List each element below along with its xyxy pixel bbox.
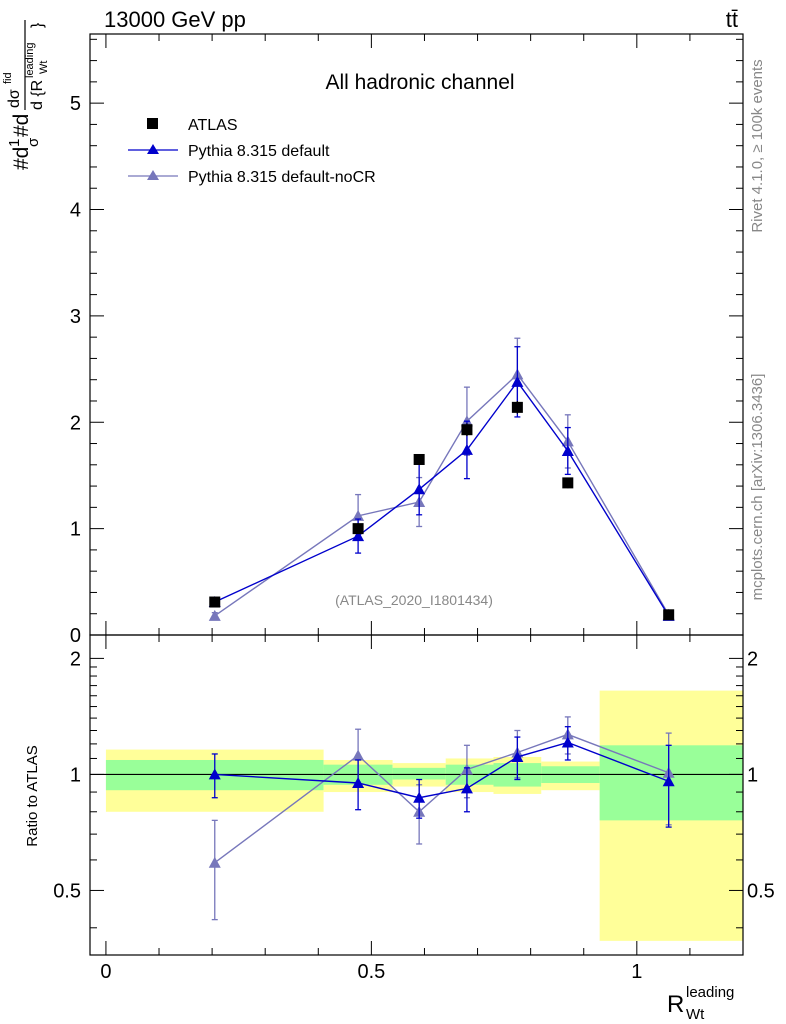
ratio-ytick-label-right-0: 0.5 [747, 880, 775, 902]
atlas-point-5 [562, 477, 574, 489]
ratio-series-0-point-6 [662, 775, 675, 787]
ratio-xtick-label-2: 1 [631, 961, 642, 983]
main-series-1-point-5 [561, 444, 574, 456]
ylabel-den: d {R [29, 80, 46, 110]
main-ytick-label-2: 2 [70, 412, 81, 434]
main-series-1-point-4 [511, 375, 524, 387]
main-series-1-point-3 [460, 443, 473, 455]
ratio-frame: 0.5 0.5 1 1 2 2 0 0.5 1 [53, 634, 775, 983]
atlas-point-1 [352, 523, 364, 535]
xlabel-main: R [667, 991, 684, 1018]
main-series-line-2 [214, 373, 670, 617]
legend-default-label: Pythia 8.315 default [188, 143, 330, 160]
chart-title: All hadronic channel [325, 71, 514, 94]
ratio-series-0-point-2 [413, 791, 426, 803]
process-label: tt̄ [726, 7, 738, 32]
ylabel-den-sup: leading [24, 43, 36, 78]
atlas-point-2 [413, 453, 425, 465]
legend-atlas-label: ATLAS [188, 117, 238, 134]
ratio-series-0-point-5 [561, 736, 574, 748]
ratio-series-0-point-1 [352, 777, 365, 789]
main-frame: 0 1 2 3 4 5 [70, 33, 744, 647]
main-series-1-point-1 [352, 530, 365, 542]
atlas-point-3 [461, 424, 473, 436]
xlabel-sup: leading [686, 984, 734, 1001]
atlas-point-0 [209, 596, 221, 608]
ylabel-mid: #d [10, 114, 33, 137]
ylabel-one: 1 [6, 139, 23, 147]
main-ytick-label-1: 1 [70, 519, 81, 541]
ylabel-prefix: #d [10, 147, 33, 170]
rivet-label: Rivet 4.1.0, ≥ 100k events [749, 59, 766, 232]
energy-label: 13000 GeV pp [104, 7, 246, 32]
ratio-plot-frame [89, 634, 744, 956]
main-ytick-label-5: 5 [70, 93, 81, 115]
ratio-ytick-label-2: 2 [70, 648, 81, 670]
ratio-ytick-label-right-1: 1 [747, 764, 758, 786]
analysis-watermark: (ATLAS_2020_I1801434) [335, 592, 493, 608]
ylabel-den-sub: Wt [38, 61, 50, 74]
ratio-series-0-point-3 [460, 782, 473, 794]
main-ytick-label-4: 4 [70, 200, 81, 222]
ratio-series [208, 716, 675, 921]
ratio-bands [105, 690, 743, 941]
ratio-ytick-label-right-2: 2 [747, 648, 758, 670]
xlabel-sub: Wt [686, 1006, 705, 1023]
ratio-series-1-point-0 [208, 856, 221, 868]
atlas-point-4 [511, 401, 523, 413]
main-series-2-point-1 [352, 509, 365, 521]
legend-default-marker [147, 144, 159, 154]
main-series-1-point-2 [413, 483, 426, 495]
legend-nocr-marker [147, 170, 159, 180]
main-ylabel: #d 1 σ #d dσ fid d {R leading Wt } [2, 20, 50, 170]
band-inner-2 [392, 767, 446, 780]
ratio-xtick-label-1: 0.5 [357, 961, 385, 983]
ratio-series-0-point-0 [208, 768, 221, 780]
ratio-ylabel: Ratio to ATLAS [24, 745, 41, 846]
xlabel: R leading Wt [667, 984, 734, 1023]
ylabel-num: dσ [6, 89, 23, 108]
ylabel-num-sup: fid [2, 72, 14, 84]
ratio-xtick-label-0: 0 [100, 961, 111, 983]
legend-atlas-marker [147, 118, 158, 129]
atlas-point-6 [663, 609, 675, 621]
mcplots-label: mcplots.cern.ch [arXiv:1306.3436] [749, 374, 766, 601]
legend-nocr-label: Pythia 8.315 default-noCR [188, 169, 376, 186]
ratio-series-0-point-4 [511, 750, 524, 762]
main-series-2-point-0 [208, 609, 221, 621]
ratio-ytick-label-0: 0.5 [53, 880, 81, 902]
legend: ATLAS Pythia 8.315 default Pythia 8.315 … [128, 117, 376, 186]
main-ytick-label-0: 0 [70, 625, 81, 647]
ylabel-sigma: σ [25, 137, 42, 147]
ratio-series-1-point-1 [352, 749, 365, 761]
main-series [208, 337, 675, 621]
ylabel-den-end: } [29, 22, 46, 28]
main-ytick-label-3: 3 [70, 306, 81, 328]
ratio-ytick-label-1: 1 [70, 764, 81, 786]
